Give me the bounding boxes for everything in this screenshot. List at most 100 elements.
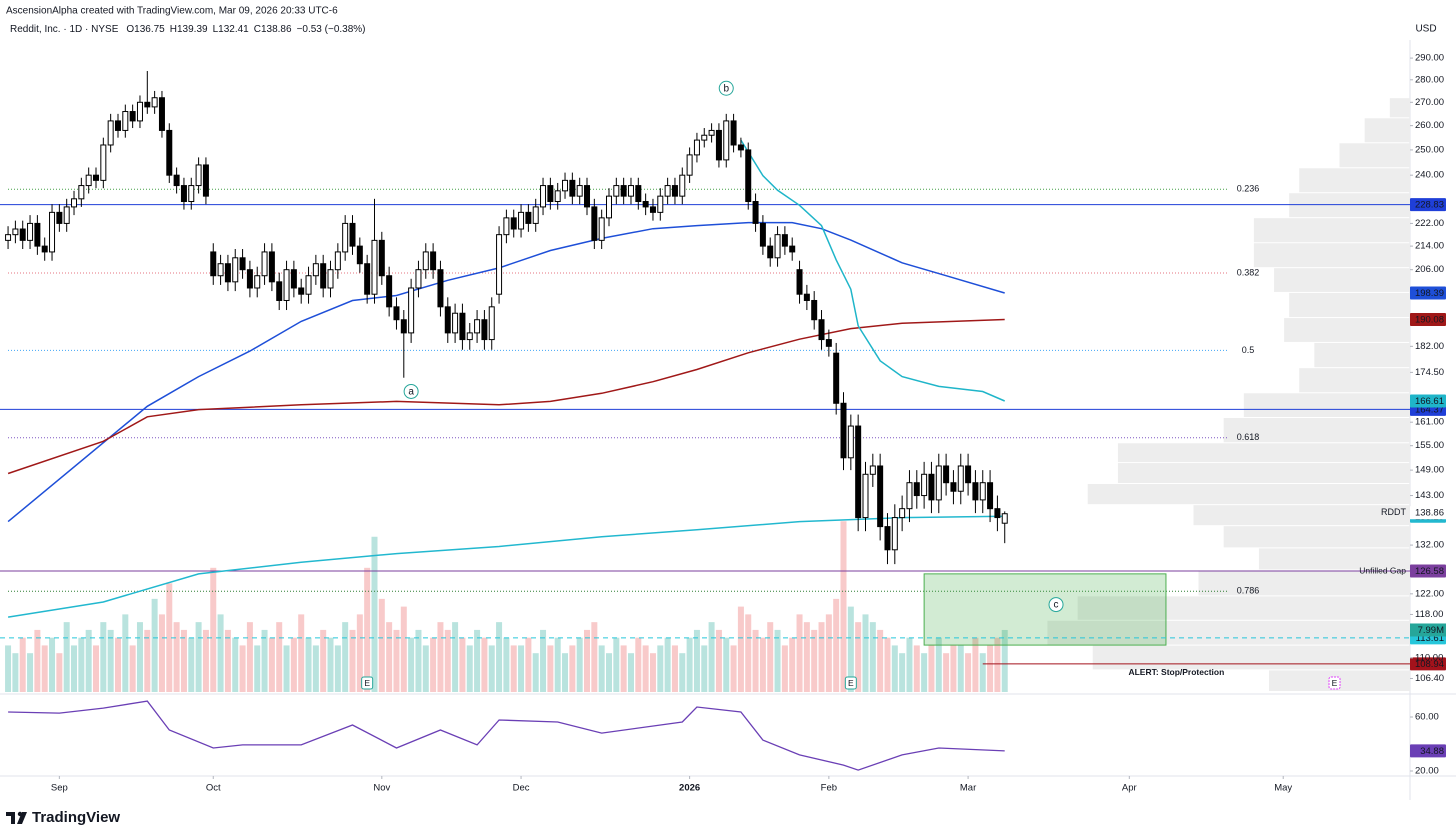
volume-bar (261, 629, 268, 692)
volume-label-box (1410, 623, 1446, 637)
volume-bar (437, 622, 444, 692)
volume-bar (554, 637, 561, 692)
volume-bar (400, 606, 407, 692)
volume-bar (19, 637, 26, 692)
candle-body (664, 185, 671, 197)
candle-body (5, 234, 12, 241)
candle-body (488, 306, 495, 341)
candle-body (796, 269, 803, 295)
candle-body (481, 319, 488, 341)
candle-body (415, 269, 422, 289)
volume-bar (862, 614, 869, 692)
candle-body (547, 185, 554, 203)
candle-body (422, 251, 429, 271)
volume-bar (349, 629, 356, 692)
y-tick-label: 174.50 (1415, 367, 1444, 378)
candle-body (129, 111, 136, 122)
volume-bar (217, 614, 224, 692)
volume-bar (803, 622, 810, 692)
volume-bar (737, 606, 744, 692)
volume-profile-bar (1299, 368, 1410, 393)
volume-bar (540, 629, 547, 692)
volume-bar (393, 629, 400, 692)
candle-body (693, 139, 700, 156)
volume-bar (224, 629, 231, 692)
volume-profile-bar (1314, 342, 1410, 368)
candle-body (173, 174, 180, 187)
candle-body (327, 269, 334, 289)
line-price-label: 108.94 (1415, 659, 1444, 670)
wave-circle (718, 80, 734, 96)
ohlc-key: O (126, 24, 134, 35)
volume-bar (642, 645, 649, 692)
volume-bar (342, 622, 349, 692)
candle-body (840, 402, 847, 459)
candle-body (85, 174, 92, 187)
candle-body (554, 190, 561, 203)
projection-box (923, 573, 1167, 646)
y-tick-label: 122.00 (1415, 588, 1444, 599)
candle-body (107, 120, 114, 146)
volume-bar (246, 622, 253, 692)
volume-bar (49, 637, 56, 692)
candle-body (503, 217, 510, 236)
volume-bar (730, 645, 737, 692)
rsi-line (8, 700, 1005, 771)
volume-bar (232, 637, 239, 692)
volume-profile-bar (1364, 118, 1410, 143)
volume-bar (356, 614, 363, 692)
volume-profile-bar (1198, 570, 1410, 596)
line-text: ALERT: Stop/Protection (1128, 667, 1224, 677)
y-tick-label: 110.00 (1415, 652, 1443, 663)
volume-bar (957, 645, 964, 692)
candle-body (957, 465, 964, 492)
volume-bar (114, 637, 121, 692)
candle-body (312, 263, 319, 277)
candle-body (217, 263, 224, 277)
wave-circle (403, 383, 419, 399)
volume-bar (496, 622, 503, 692)
candle-body (195, 164, 202, 187)
earnings-label: E (1332, 678, 1338, 688)
ohlc-value: 132.41 (218, 24, 249, 35)
volume-bar (202, 629, 209, 692)
volume-bar (891, 645, 898, 692)
candle-body (723, 120, 730, 161)
y-tick-label: 106.40 (1415, 673, 1444, 684)
volume-bar (41, 645, 48, 692)
volume-bar (173, 622, 180, 692)
candle-body (605, 195, 612, 219)
candle-body (114, 120, 121, 131)
change: −0.53 (−0.38%) (297, 24, 366, 35)
ma-value-label: 198.39 (1415, 288, 1444, 299)
volume-bar (869, 622, 876, 692)
candle-body (708, 129, 715, 136)
volume-bar (518, 645, 525, 692)
candle-body (943, 465, 950, 484)
moving-average (7, 318, 1005, 475)
earnings-marker (1328, 676, 1341, 690)
line-price-label-box (1410, 198, 1446, 212)
earnings-label: E (848, 678, 854, 688)
candle-body (613, 185, 620, 197)
volume-bar (239, 645, 246, 692)
candle-body (393, 306, 400, 321)
volume-bar (144, 629, 151, 692)
volume-bar (195, 622, 202, 692)
candle-body (987, 482, 994, 510)
volume-bar (444, 629, 451, 692)
volume-bar (715, 629, 722, 692)
y-tick-label: 250.00 (1415, 144, 1444, 155)
volume-bar (943, 653, 950, 692)
y-tick-label: 240.00 (1415, 170, 1444, 181)
volume-bar (547, 645, 554, 692)
volume-bar (268, 637, 275, 692)
symbol-name: Reddit, Inc. · 1D · NYSE (10, 24, 119, 35)
volume-bar (921, 653, 928, 692)
candle-body (320, 263, 327, 289)
candle-body (122, 111, 129, 131)
volume-bar (679, 653, 686, 692)
candle-body (202, 164, 209, 197)
candle-body (642, 201, 649, 208)
candle-body (877, 465, 884, 528)
